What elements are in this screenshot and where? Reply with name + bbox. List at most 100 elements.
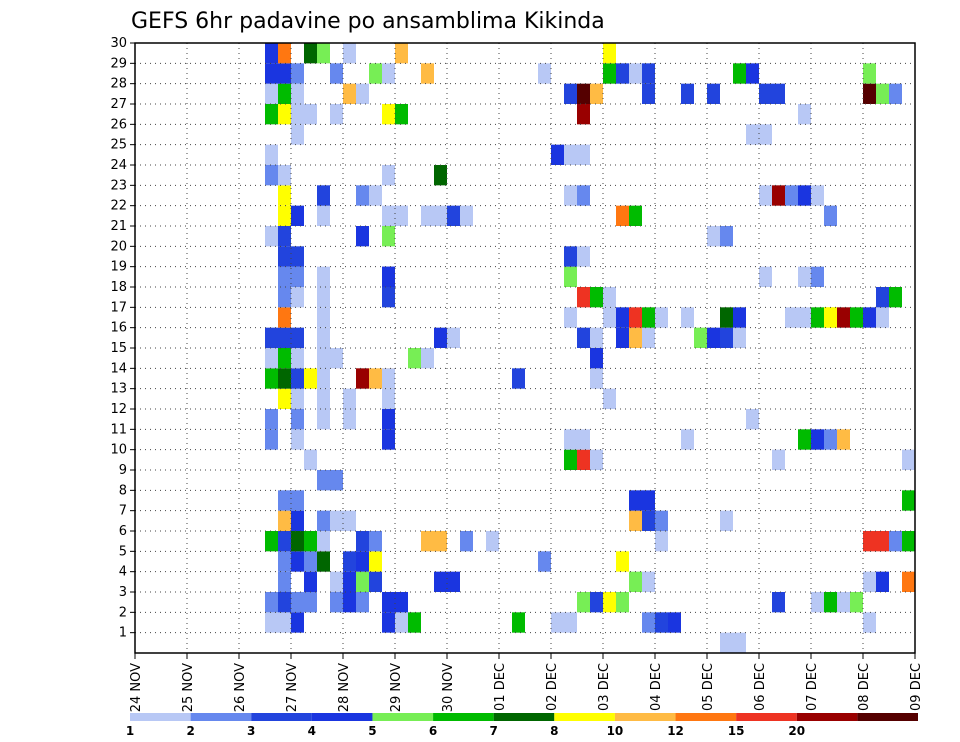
heatmap-cell (720, 307, 733, 328)
heatmap-cell (304, 449, 317, 470)
y-tick-label: 21 (110, 219, 127, 234)
heatmap-cell (590, 592, 603, 613)
heatmap-cell (382, 104, 395, 125)
heatmap-cell (655, 510, 668, 531)
heatmap-cell (629, 63, 642, 84)
heatmap-cell (837, 429, 850, 450)
heatmap-cell (889, 287, 902, 308)
heatmap-cell (343, 571, 356, 592)
heatmap-cell (434, 327, 447, 348)
heatmap-cell (629, 510, 642, 531)
heatmap-cell (538, 63, 551, 84)
heatmap-cell (603, 592, 616, 613)
heatmap-cell (577, 327, 590, 348)
heatmap-cell (746, 63, 759, 84)
heatmap-cell (265, 104, 278, 125)
heatmap-cell (564, 449, 577, 470)
heatmap-cell (382, 226, 395, 247)
y-tick-label: 2 (119, 605, 127, 620)
heatmap-cell (278, 83, 291, 104)
legend-label: 4 (308, 724, 316, 738)
heatmap-cell (850, 307, 863, 328)
heatmap-cell (317, 185, 330, 206)
y-tick-label: 17 (110, 300, 127, 315)
heatmap-cell (356, 531, 369, 552)
heatmap-cell (278, 348, 291, 369)
x-tick-label: 26 NOV (233, 663, 248, 712)
heatmap-cell (434, 531, 447, 552)
heatmap-cell (772, 185, 785, 206)
heatmap-cell (395, 205, 408, 226)
heatmap-cell (343, 592, 356, 613)
heatmap-cell (291, 348, 304, 369)
heatmap-cell (681, 83, 694, 104)
heatmap-cell (655, 531, 668, 552)
heatmap-cell (304, 571, 317, 592)
y-tick-label: 6 (119, 524, 127, 539)
heatmap-cell (291, 368, 304, 389)
heatmap-cell (369, 551, 382, 572)
heatmap-cell (304, 592, 317, 613)
y-tick-label: 5 (119, 544, 127, 559)
heatmap-cell (629, 571, 642, 592)
heatmap-cell (811, 307, 824, 328)
heatmap-cell (902, 449, 915, 470)
heatmap-cell (343, 83, 356, 104)
heatmap-cell (317, 551, 330, 572)
y-tick-label: 16 (110, 321, 127, 336)
heatmap-cell (408, 612, 421, 633)
heatmap-cell (746, 124, 759, 145)
heatmap-cell (265, 63, 278, 84)
heatmap-cell (876, 83, 889, 104)
heatmap-cell (278, 531, 291, 552)
heatmap-cell (681, 307, 694, 328)
x-tick-label: 06 DEC (753, 663, 768, 711)
heatmap-cell (278, 287, 291, 308)
heatmap-cell (733, 632, 746, 653)
heatmap-cell (265, 348, 278, 369)
heatmap-cell (863, 531, 876, 552)
heatmap-cell (629, 327, 642, 348)
heatmap-cell (265, 592, 278, 613)
heatmap-cell (590, 348, 603, 369)
heatmap-cell (317, 43, 330, 64)
heatmap-cell (629, 490, 642, 511)
heatmap-cell (317, 368, 330, 389)
legend-swatch (311, 713, 373, 721)
heatmap-cell (512, 368, 525, 389)
heatmap-cell (330, 510, 343, 531)
x-tick-label: 09 DEC (909, 663, 924, 711)
heatmap-cell (603, 287, 616, 308)
heatmap-cell (863, 63, 876, 84)
grid-lines (135, 43, 915, 653)
heatmap-cell (824, 592, 837, 613)
heatmap-cells (265, 43, 915, 653)
heatmap-cell (564, 307, 577, 328)
heatmap-cell (642, 327, 655, 348)
heatmap-cell (343, 43, 356, 64)
color-legend: 1 2 3 4 5 6 7 8 10 12 15 20 (126, 713, 918, 738)
heatmap-cell (551, 612, 564, 633)
heatmap-cell (304, 43, 317, 64)
heatmap-cell (642, 63, 655, 84)
heatmap-cell (343, 510, 356, 531)
heatmap-cell (798, 429, 811, 450)
heatmap-cell (551, 144, 564, 165)
heatmap-cell (408, 348, 421, 369)
heatmap-cell (356, 226, 369, 247)
heatmap-cell (902, 531, 915, 552)
y-tick-label: 25 (110, 138, 127, 153)
y-tick-label: 13 (110, 382, 127, 397)
heatmap-cell (590, 449, 603, 470)
heatmap-cell (733, 63, 746, 84)
heatmap-cell (772, 592, 785, 613)
heatmap-cell (317, 307, 330, 328)
heatmap-cell (278, 43, 291, 64)
heatmap-cell (616, 592, 629, 613)
y-tick-label: 29 (110, 56, 127, 71)
x-tick-label: 07 DEC (805, 663, 820, 711)
heatmap-cell (811, 429, 824, 450)
legend-swatch (675, 713, 737, 721)
y-tick-label: 24 (110, 158, 127, 173)
